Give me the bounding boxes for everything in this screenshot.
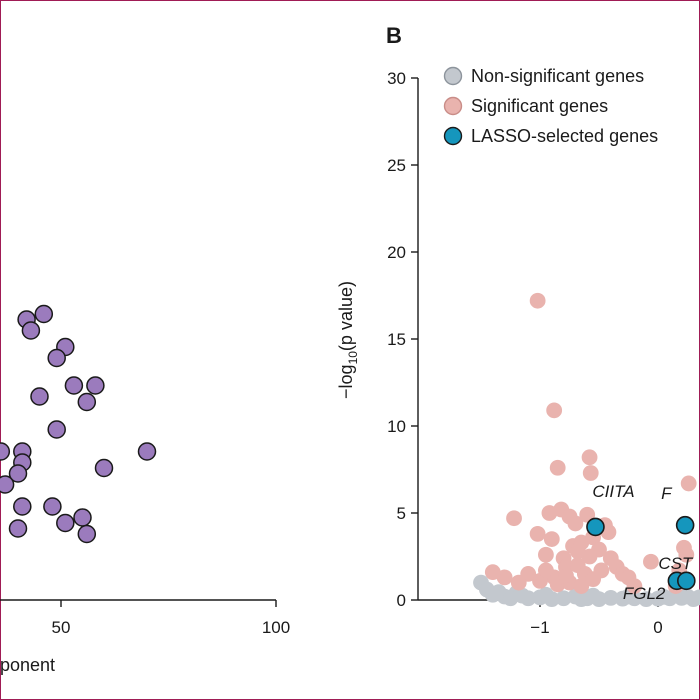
- panel-b-y-axis-title: −log10(p value): [336, 281, 360, 399]
- non-significant-point: [691, 589, 700, 606]
- panel-a-point: [47, 420, 66, 439]
- significant-point: [573, 578, 590, 594]
- significant-point: [549, 459, 566, 476]
- significant-point: [546, 402, 563, 419]
- legend-marker: [443, 96, 463, 116]
- significant-point: [581, 449, 598, 466]
- legend-label: LASSO-selected genes: [471, 126, 658, 146]
- legend-marker: [443, 66, 463, 86]
- gene-label: CST: [658, 554, 694, 573]
- panel-a-point: [94, 458, 114, 478]
- panel-b-y-tick-label: 5: [397, 504, 406, 523]
- significant-point: [643, 553, 659, 570]
- significant-point: [484, 564, 501, 581]
- significant-point: [558, 567, 574, 584]
- significant-point: [567, 515, 584, 532]
- significant-point: [538, 546, 554, 563]
- significant-point: [569, 543, 586, 560]
- panel-a-point: [21, 321, 41, 340]
- panel-b-y-axis-title-main: −log: [336, 364, 356, 399]
- non-significant-point: [656, 588, 672, 605]
- significant-point: [529, 525, 546, 542]
- lasso-point: [677, 571, 696, 591]
- panel-a-point: [34, 304, 54, 324]
- panel-a-point: [8, 519, 28, 538]
- lasso-point: [675, 515, 695, 535]
- panel-a-point: [0, 475, 15, 494]
- significant-point: [579, 506, 596, 523]
- panel-a-point: [73, 508, 92, 527]
- panel-a-x-axis-title: ponent: [0, 655, 55, 675]
- panel-a-point: [56, 513, 75, 533]
- significant-point: [538, 562, 554, 579]
- legend-marker: [443, 126, 463, 146]
- panel-b-y-tick-label: 0: [397, 591, 406, 610]
- significant-point: [582, 465, 599, 481]
- panel-b-y-tick-label: 25: [387, 156, 406, 175]
- gene-label: FGL2: [623, 584, 666, 603]
- panel-a-point: [8, 464, 28, 483]
- legend-label: Non-significant genes: [471, 66, 644, 86]
- panel-a-x-tick-label: 50: [52, 618, 71, 637]
- legend-label: Significant genes: [471, 96, 608, 116]
- lasso-point: [586, 517, 605, 537]
- significant-point: [543, 531, 560, 547]
- non-significant-point: [514, 587, 531, 604]
- panel-a-point: [43, 497, 62, 516]
- significant-point: [593, 562, 610, 579]
- significant-point: [506, 510, 522, 527]
- significant-point: [680, 475, 697, 492]
- panel-a-x-tick-label: 100: [262, 618, 290, 637]
- panel-b-y-tick-label: 20: [387, 243, 406, 262]
- panel-b-y-tick-label: 15: [387, 330, 406, 349]
- panel-b-y-tick-label: 10: [387, 417, 406, 436]
- panel-b-y-axis-title-rest: (p value): [336, 281, 356, 351]
- gene-label: F: [661, 484, 673, 503]
- panel-a-point: [64, 376, 84, 395]
- panel-a-point: [0, 442, 11, 461]
- panel-a-point: [86, 376, 105, 395]
- significant-point: [510, 574, 527, 591]
- significant-point: [529, 292, 546, 309]
- panel-a-point: [77, 524, 97, 544]
- panel-b-x-tick-label: 0: [653, 618, 662, 637]
- panel-b-y-tick-label: 30: [387, 69, 406, 88]
- panel-a-point: [77, 392, 97, 412]
- non-significant-point: [538, 586, 554, 603]
- panel-a-point: [30, 387, 49, 406]
- significant-point: [626, 578, 643, 594]
- panel-a-point: [137, 442, 157, 461]
- significant-point: [541, 505, 558, 521]
- gene-label: CIITA: [592, 482, 634, 501]
- significant-point: [678, 546, 695, 563]
- panel-b-y-axis-title-sub: 10: [346, 351, 360, 365]
- panel-b-x-tick-label: −1: [530, 618, 549, 637]
- panel-a-point: [13, 497, 32, 516]
- panel-a-point: [47, 348, 66, 368]
- panel-b-letter: B: [386, 23, 402, 48]
